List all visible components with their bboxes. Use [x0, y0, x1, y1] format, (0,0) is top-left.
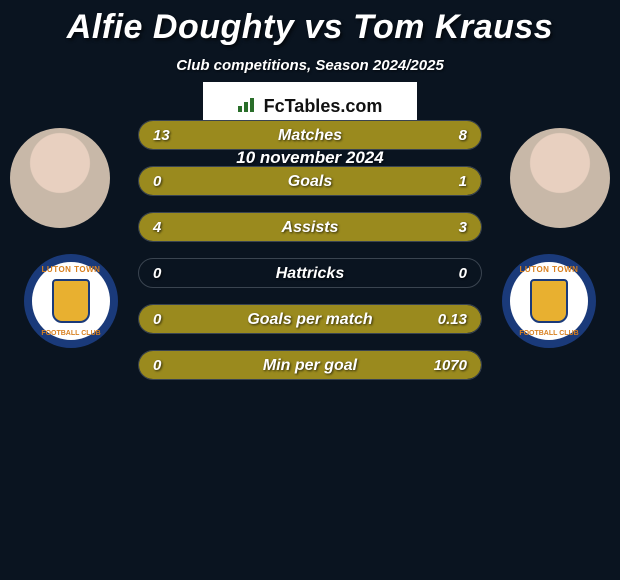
comparison-subtitle: Club competitions, Season 2024/2025 — [0, 57, 620, 74]
stat-row: 13Matches8 — [138, 120, 482, 150]
stat-row: 0Goals1 — [138, 166, 482, 196]
stat-row: 0Hattricks0 — [138, 258, 482, 288]
stat-row: 0Min per goal1070 — [138, 350, 482, 380]
stat-value-right: 3 — [459, 213, 467, 242]
stat-value-right: 0 — [459, 259, 467, 288]
branding-text: FcTables.com — [264, 96, 383, 117]
stat-label: Matches — [139, 121, 481, 150]
stat-value-right: 8 — [459, 121, 467, 150]
stat-row: 4Assists3 — [138, 212, 482, 242]
stats-container: 13Matches80Goals14Assists30Hattricks00Go… — [0, 120, 620, 396]
comparison-title: Alfie Doughty vs Tom Krauss — [0, 0, 620, 47]
branding-chart-icon — [238, 96, 258, 117]
stat-value-right: 1070 — [434, 351, 467, 380]
stat-label: Assists — [139, 213, 481, 242]
stat-value-right: 1 — [459, 167, 467, 196]
stat-label: Min per goal — [139, 351, 481, 380]
stat-value-right: 0.13 — [438, 305, 467, 334]
stat-label: Hattricks — [139, 259, 481, 288]
stat-label: Goals per match — [139, 305, 481, 334]
stat-label: Goals — [139, 167, 481, 196]
stat-row: 0Goals per match0.13 — [138, 304, 482, 334]
